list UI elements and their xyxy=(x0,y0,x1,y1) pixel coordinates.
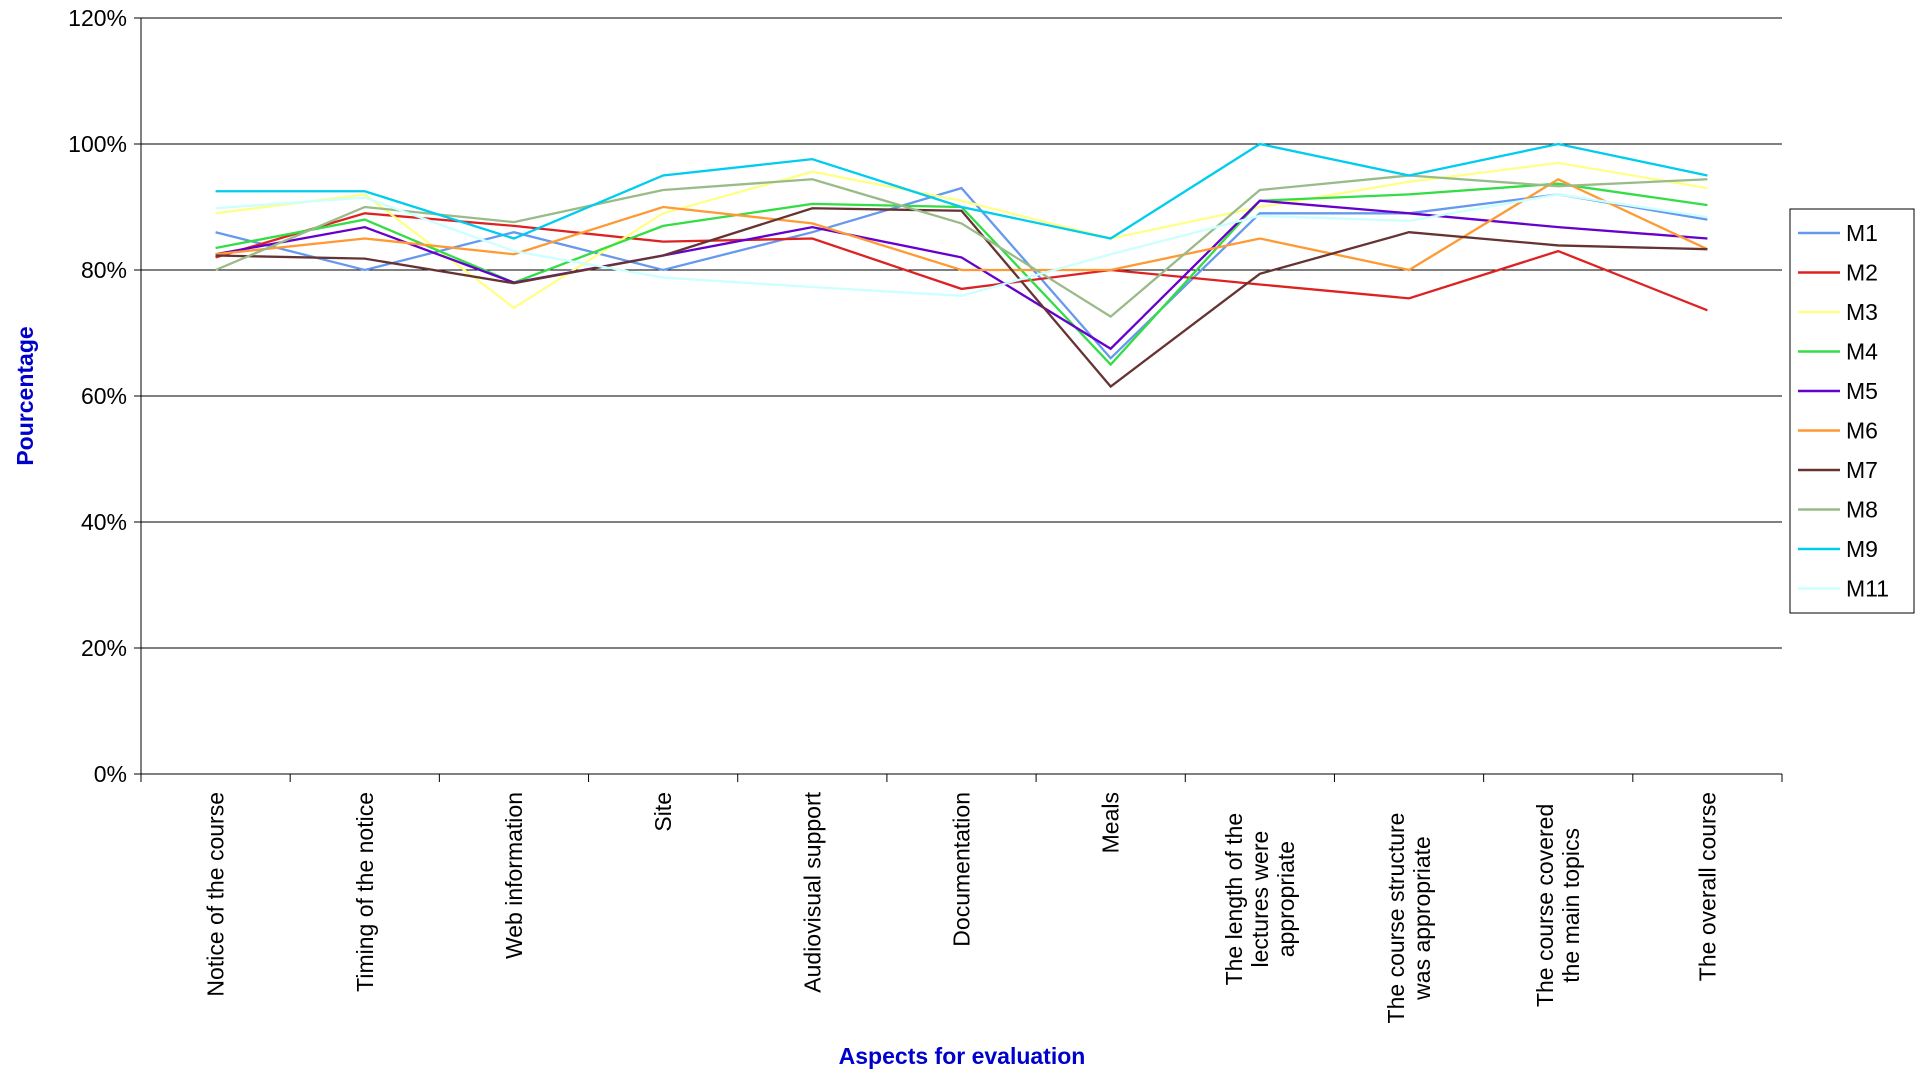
legend-label: M11 xyxy=(1846,576,1889,602)
series-line xyxy=(215,193,1708,297)
y-axis-title: Pourcentage xyxy=(12,326,38,465)
x-tick-label: Documentation xyxy=(949,792,975,947)
y-tick-label: 80% xyxy=(81,257,127,283)
x-tick-label: Timing of the notice xyxy=(352,792,378,992)
y-tick-label: 20% xyxy=(81,635,127,661)
x-axis-title: Aspects for evaluation xyxy=(839,1043,1086,1069)
x-tick-label: Site xyxy=(650,792,676,832)
y-tick-label: 120% xyxy=(68,5,127,31)
legend-label: M8 xyxy=(1846,497,1878,523)
legend-label: M2 xyxy=(1846,260,1878,286)
series-line xyxy=(215,177,1708,272)
series-line xyxy=(215,142,1708,240)
x-tick-label: The course structurewas appropriate xyxy=(1383,813,1435,1024)
y-tick-label: 0% xyxy=(94,761,127,787)
series-line xyxy=(215,174,1708,319)
legend-box xyxy=(1789,208,1915,614)
x-tick-label: Meals xyxy=(1098,792,1124,853)
legend-label: M5 xyxy=(1846,378,1878,404)
x-tick-label: Notice of the course xyxy=(203,792,229,997)
x-tick-label: The overall course xyxy=(1694,792,1720,981)
x-tick-label: The course coveredthe main topics xyxy=(1532,804,1584,1007)
y-tick-label: 100% xyxy=(68,131,127,157)
x-tick-label: Web information xyxy=(501,792,527,959)
series-line xyxy=(215,186,1708,360)
legend-label: M7 xyxy=(1846,457,1878,483)
series-line xyxy=(215,161,1708,310)
series-line xyxy=(215,199,1708,351)
legend-label: M1 xyxy=(1846,220,1878,246)
series-line xyxy=(215,207,1708,389)
legend-label: M6 xyxy=(1846,418,1878,444)
legend-label: M4 xyxy=(1846,339,1878,365)
x-tick-label: The length of thelectures wereappropriat… xyxy=(1221,813,1299,986)
y-tick-label: 40% xyxy=(81,509,127,535)
legend-label: M9 xyxy=(1846,536,1878,562)
legend-label: M3 xyxy=(1846,299,1878,325)
x-tick-label: Audiovisual support xyxy=(799,791,825,992)
y-tick-label: 60% xyxy=(81,383,127,409)
